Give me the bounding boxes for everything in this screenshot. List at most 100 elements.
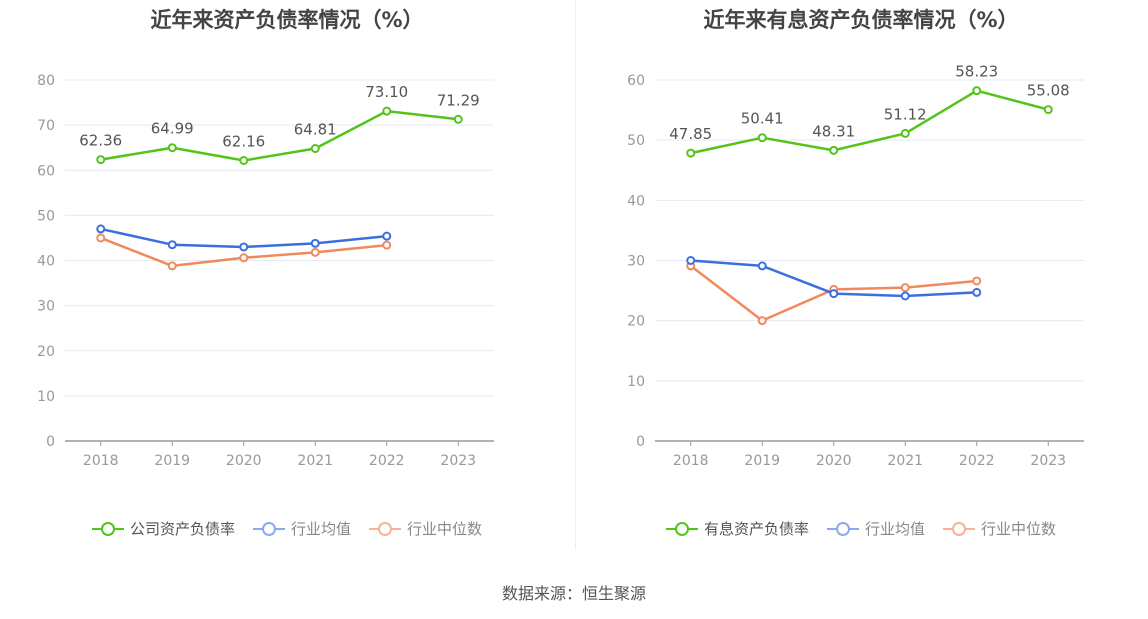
legend-swatch-icon <box>369 521 401 536</box>
left-chart: 0 10 20 30 40 50 60 70 80 2018 2019 2020 2021 2022 202… <box>37 73 494 469</box>
y-tick-label: 10 <box>37 389 55 405</box>
y-tick-label: 80 <box>37 73 55 89</box>
data-point[interactable] <box>167 240 177 250</box>
legend-swatch-icon <box>826 521 859 536</box>
data-point[interactable] <box>972 287 982 297</box>
y-tick-label: 0 <box>636 434 645 450</box>
data-point[interactable] <box>239 156 249 166</box>
y-tick-label: 40 <box>37 254 55 270</box>
legend-swatch-icon <box>943 521 975 536</box>
data-label: 58.23 <box>955 63 998 81</box>
legend-swatch-icon <box>252 521 285 536</box>
data-point[interactable] <box>96 155 106 165</box>
data-label: 62.16 <box>222 133 265 151</box>
data-label: 50.41 <box>741 110 784 128</box>
panel-divider <box>575 0 576 550</box>
data-label: 73.10 <box>365 83 408 101</box>
legend-label: 有息资产负债率 <box>703 520 809 538</box>
legend-label: 公司资产负债率 <box>129 520 235 538</box>
data-label: 51.12 <box>884 105 927 123</box>
data-label: 48.31 <box>812 122 855 140</box>
data-source-note: 数据来源：恒生聚源 <box>501 584 646 603</box>
y-tick-label: 40 <box>627 193 645 209</box>
data-point[interactable] <box>382 240 392 250</box>
y-tick-label: 30 <box>627 254 645 270</box>
data-point[interactable] <box>239 242 249 252</box>
data-point[interactable] <box>96 233 106 243</box>
legend-swatch-icon <box>91 521 124 536</box>
data-point[interactable] <box>453 114 463 124</box>
data-point[interactable] <box>900 283 910 293</box>
x-tick-label: 2023 <box>1030 453 1066 469</box>
legend-label: 行业中位数 <box>981 520 1057 538</box>
data-point[interactable] <box>757 316 767 326</box>
data-label: 71.29 <box>437 91 480 109</box>
data-label: 64.81 <box>294 121 337 139</box>
y-tick-label: 60 <box>627 73 645 89</box>
y-tick-label: 30 <box>37 299 55 315</box>
legend-item-series-2[interactable]: 行业均值 <box>252 518 351 539</box>
data-point[interactable] <box>167 143 177 153</box>
legend: 公司资产负债率 行业均值 行业中位数 <box>0 518 574 539</box>
data-point[interactable] <box>972 86 982 96</box>
data-point[interactable] <box>972 276 982 286</box>
x-tick-label: 2022 <box>369 453 405 469</box>
legend-item-series-3[interactable]: 行业中位数 <box>943 518 1056 539</box>
legend-label: 行业均值 <box>864 520 925 538</box>
y-tick-label: 20 <box>627 314 645 330</box>
data-label: 55.08 <box>1027 82 1070 100</box>
left-chart-panel: 近年来资产负债率情况（%） 0 10 20 30 40 50 60 70 80 2018 2019 2… <box>0 0 574 560</box>
y-tick-label: 70 <box>37 118 55 134</box>
data-point[interactable] <box>829 145 839 155</box>
data-point[interactable] <box>686 256 696 265</box>
legend-item-series-1[interactable]: 有息资产负债率 <box>665 518 809 539</box>
legend-swatch-icon <box>665 521 698 536</box>
data-point[interactable] <box>310 144 320 154</box>
legend-item-series-2[interactable]: 行业均值 <box>826 518 925 539</box>
data-point[interactable] <box>239 253 249 263</box>
x-tick-label: 2019 <box>154 453 190 469</box>
x-tick-label: 2021 <box>887 453 923 469</box>
data-point[interactable] <box>382 106 392 116</box>
x-tick-label: 2022 <box>959 453 995 469</box>
legend-label: 行业均值 <box>290 520 351 538</box>
legend: 有息资产负债率 行业均值 行业中位数 <box>574 518 1148 539</box>
legend-item-series-3[interactable]: 行业中位数 <box>369 518 482 539</box>
y-tick-label: 10 <box>627 374 645 390</box>
x-tick-label: 2023 <box>440 453 476 469</box>
right-chart: 0 10 20 30 40 50 60 2018 2019 2020 2021 2022 2023 47.… <box>627 63 1084 469</box>
chart-title: 近年来有息资产负债率情况（%） <box>703 8 1019 32</box>
x-tick-label: 2018 <box>83 453 119 469</box>
data-point[interactable] <box>96 224 106 234</box>
data-point[interactable] <box>900 291 910 301</box>
data-point[interactable] <box>310 247 320 257</box>
data-point[interactable] <box>757 133 767 143</box>
y-tick-label: 50 <box>627 133 645 149</box>
y-tick-label: 50 <box>37 208 55 224</box>
right-chart-panel: 近年来有息资产负债率情况（%） 0 10 20 30 40 50 60 2018 2019 202… <box>574 0 1148 560</box>
data-label: 64.99 <box>151 120 194 138</box>
data-point[interactable] <box>900 128 910 138</box>
x-tick-label: 2018 <box>673 453 709 469</box>
chart-title: 近年来资产负债率情况（%） <box>150 8 424 32</box>
y-tick-label: 60 <box>37 163 55 179</box>
legend-label: 行业中位数 <box>407 520 483 538</box>
data-point[interactable] <box>686 148 696 158</box>
data-point[interactable] <box>167 261 177 271</box>
x-tick-label: 2019 <box>744 453 780 469</box>
series-line <box>100 109 459 162</box>
legend-item-series-1[interactable]: 公司资产负债率 <box>91 518 235 539</box>
data-label: 47.85 <box>669 125 712 143</box>
data-point[interactable] <box>382 231 392 241</box>
data-point[interactable] <box>829 289 839 299</box>
x-tick-label: 2020 <box>226 453 262 469</box>
x-tick-label: 2021 <box>297 453 333 469</box>
data-point[interactable] <box>757 261 767 271</box>
y-tick-label: 20 <box>37 344 55 360</box>
x-tick-label: 2020 <box>816 453 852 469</box>
data-label: 62.36 <box>79 132 122 150</box>
data-point[interactable] <box>1043 105 1053 115</box>
data-point[interactable] <box>310 238 320 248</box>
series-line <box>690 89 1049 155</box>
y-tick-label: 0 <box>46 434 55 450</box>
